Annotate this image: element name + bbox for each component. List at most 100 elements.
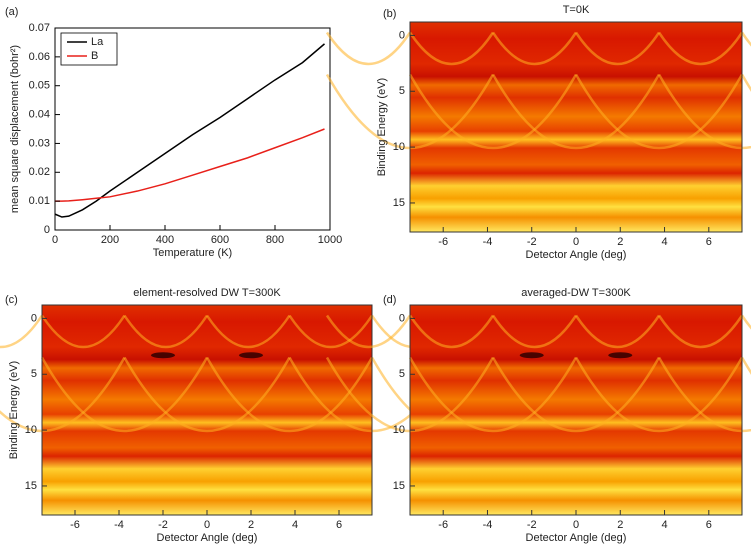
y-tick-label: 10	[393, 141, 405, 153]
band-curve	[205, 314, 291, 349]
panel-title: T=0K	[563, 4, 590, 16]
band-curve	[491, 73, 661, 149]
band-curve	[740, 73, 751, 92]
y-tick-label: 15	[393, 197, 405, 209]
y-tick-label: 10	[393, 424, 405, 436]
y-axis-label: mean square displacement (bohr²)	[9, 45, 21, 213]
series-line	[54, 43, 325, 218]
y-tick-label: 0.06	[29, 51, 50, 63]
y-tick-label: 0.02	[29, 166, 50, 178]
y-tick-label: 0	[399, 29, 405, 41]
band-curve	[574, 314, 661, 349]
band-curve	[408, 314, 495, 349]
legend-label: B	[91, 50, 98, 62]
band-curve	[40, 314, 126, 349]
x-tick-label: 6	[336, 519, 342, 531]
y-axis-label: Binding Energy (eV)	[8, 361, 20, 459]
x-axis-label: Temperature (K)	[153, 247, 232, 259]
x-tick-label: -2	[527, 236, 537, 248]
band-curve	[574, 31, 661, 66]
band-curve	[123, 356, 291, 432]
band-curves	[325, 314, 751, 432]
x-axis-label: Detector Angle (deg)	[526, 249, 627, 261]
x-tick-label: -6	[438, 519, 448, 531]
panel-label: (c)	[5, 294, 18, 306]
y-tick-label: 0	[44, 224, 50, 236]
x-tick-label: 4	[292, 519, 298, 531]
x-tick-label: -4	[483, 519, 493, 531]
x-tick-label: -2	[527, 519, 537, 531]
y-tick-label: 10	[25, 424, 37, 436]
x-tick-label: 400	[156, 234, 174, 246]
x-tick-label: -6	[70, 519, 80, 531]
y-tick-label: 0.07	[29, 22, 50, 34]
band-curve	[408, 73, 578, 149]
legend-label: La	[91, 36, 104, 48]
band-curve	[288, 314, 374, 349]
x-tick-label: 4	[661, 236, 667, 248]
band-curve	[408, 31, 495, 66]
x-tick-label: 2	[617, 519, 623, 531]
band-curve	[574, 73, 744, 149]
y-tick-label: 0	[399, 312, 405, 324]
dark-spot	[239, 352, 263, 359]
y-tick-label: 0.04	[29, 108, 50, 120]
series-line	[55, 128, 325, 202]
y-tick-label: 5	[31, 368, 37, 380]
band-curve	[740, 314, 751, 330]
x-axis-label: Detector Angle (deg)	[526, 532, 627, 544]
y-axis-label: Binding Energy (eV)	[376, 78, 388, 176]
band-curve	[740, 31, 751, 47]
band-curve	[657, 314, 744, 349]
dark-spot	[608, 352, 633, 359]
plot-frame	[54, 27, 331, 231]
y-tick-label: 0.03	[29, 137, 50, 149]
x-tick-label: 200	[101, 234, 119, 246]
y-tick-label: 0	[31, 312, 37, 324]
x-tick-label: 1000	[318, 234, 342, 246]
band-curve	[657, 31, 744, 66]
x-tick-label: 0	[573, 236, 579, 248]
panel-label: (a)	[5, 6, 18, 18]
intensity-map	[410, 305, 742, 515]
y-tick-label: 5	[399, 85, 405, 97]
legend-box	[60, 32, 118, 66]
y-tick-label: 0.05	[29, 80, 50, 92]
intensity-map	[410, 22, 742, 232]
panel-title: averaged-DW T=300K	[521, 287, 631, 299]
x-tick-label: 0	[52, 234, 58, 246]
panel-label: (b)	[383, 8, 396, 20]
band-curve	[574, 356, 744, 432]
dark-spot	[519, 352, 544, 359]
band-curve	[491, 356, 661, 432]
band-curve	[0, 314, 44, 349]
x-tick-label: 600	[211, 234, 229, 246]
x-tick-label: -4	[114, 519, 124, 531]
band-curve	[408, 356, 578, 432]
x-axis-label: Detector Angle (deg)	[157, 532, 258, 544]
band-curve	[740, 356, 751, 375]
x-tick-label: 2	[248, 519, 254, 531]
x-tick-label: 0	[573, 519, 579, 531]
intensity-map	[42, 305, 372, 515]
x-tick-label: -2	[158, 519, 168, 531]
band-curve	[491, 314, 578, 349]
x-tick-label: 6	[706, 519, 712, 531]
band-curve	[491, 31, 578, 66]
band-curves	[325, 31, 751, 149]
y-tick-label: 0.01	[29, 195, 50, 207]
y-tick-label: 15	[25, 480, 37, 492]
x-tick-label: -4	[483, 236, 493, 248]
x-tick-label: 2	[617, 236, 623, 248]
band-curve	[325, 314, 412, 349]
x-tick-label: 6	[706, 236, 712, 248]
x-tick-label: 4	[661, 519, 667, 531]
band-curve	[123, 314, 209, 349]
dark-spot	[151, 352, 175, 359]
panel-title: element-resolved DW T=300K	[133, 287, 281, 299]
band-curve	[40, 356, 209, 432]
x-tick-label: -6	[438, 236, 448, 248]
x-tick-label: 800	[266, 234, 284, 246]
band-curve	[205, 356, 374, 432]
